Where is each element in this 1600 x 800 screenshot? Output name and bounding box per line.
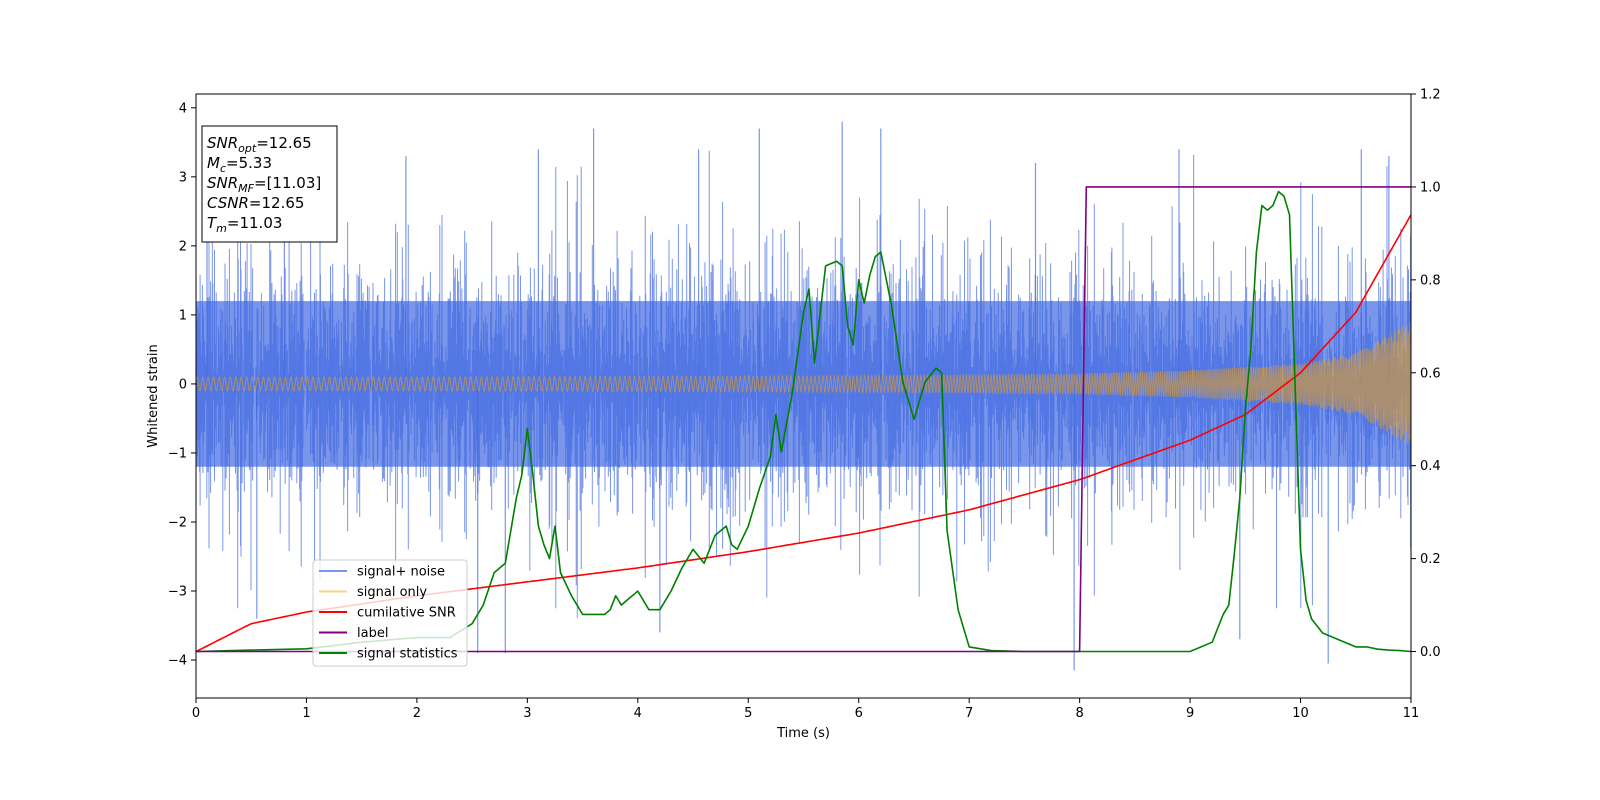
y2-tick-label: 1.0 <box>1420 180 1441 195</box>
legend-label: cumilative SNR <box>357 606 456 621</box>
stats-line: CSNR=12.65 <box>207 194 304 212</box>
signal-noise-spikes <box>206 121 1390 671</box>
y-tick-label: 2 <box>179 239 187 254</box>
x-axis-label: Time (s) <box>776 726 830 741</box>
x-tick-label: 3 <box>523 706 531 721</box>
plot-frame <box>195 93 1412 699</box>
legend: signal+ noise signal only cumilative SNR la… <box>312 559 468 667</box>
y2-tick-label: 0.2 <box>1420 552 1441 567</box>
y2-tick-label: 0.4 <box>1420 459 1441 474</box>
x-tick-label: 4 <box>634 706 642 721</box>
y-tick-label: 3 <box>179 170 187 185</box>
y-tick-label: −4 <box>168 654 187 669</box>
signal-only-line <box>196 322 1411 444</box>
legend-label: signal+ noise <box>357 565 445 580</box>
y-tick-label: −3 <box>168 585 187 600</box>
x-tick-label: 10 <box>1292 706 1309 721</box>
stats-line: SNRopt=12.65 <box>207 134 312 155</box>
x-tick-label: 7 <box>965 706 973 721</box>
x-tick-label: 1 <box>302 706 310 721</box>
x-tick-label: 2 <box>413 706 421 721</box>
y-tick-label: −1 <box>168 446 187 461</box>
stats-line: SNRMF=[11.03] <box>207 174 321 195</box>
plot-clip-group <box>196 121 1411 671</box>
stats-box: SNRopt=12.65Mc=5.33SNRMF=[11.03]CSNR=12.… <box>201 125 338 243</box>
legend-label: signal statistics <box>357 647 458 662</box>
y-tick-label: 1 <box>179 308 187 323</box>
stats-box-frame <box>201 125 338 243</box>
y2-tick-label: 1.2 <box>1420 88 1441 103</box>
x-tick-label: 8 <box>1075 706 1083 721</box>
signal-statistics-line <box>196 190 1411 653</box>
y2-tick-label: 0.6 <box>1420 366 1441 381</box>
x-tick-label: 0 <box>192 706 200 721</box>
y2-tick-label: 0.0 <box>1420 645 1441 660</box>
y-tick-label: −2 <box>168 515 187 530</box>
y-tick-label: 4 <box>179 101 187 116</box>
axes-frame <box>195 93 1412 699</box>
stats-line: Mc=5.33 <box>207 154 272 175</box>
y-tick-label: 0 <box>179 377 187 392</box>
plot-area <box>196 121 1411 671</box>
x-tick-label: 5 <box>744 706 752 721</box>
x-tick-label: 11 <box>1403 706 1420 721</box>
y-axis-label: Whitened strain <box>146 344 161 447</box>
label-line <box>196 186 1411 653</box>
x-tick-label: 6 <box>855 706 863 721</box>
legend-frame <box>312 559 468 667</box>
axis-ticks: 0 1 2 3 4 5 6 7 8 9 10 11 −4 −3 −2 −1 0 1 2 3 4 0.0 0.2 0.4 0.6 0… <box>168 88 1441 722</box>
legend-label: signal only <box>357 585 427 600</box>
x-tick-label: 9 <box>1186 706 1194 721</box>
stats-line: Tm=11.03 <box>207 214 282 235</box>
legend-label: label <box>357 626 388 641</box>
y2-tick-label: 0.8 <box>1420 273 1441 288</box>
